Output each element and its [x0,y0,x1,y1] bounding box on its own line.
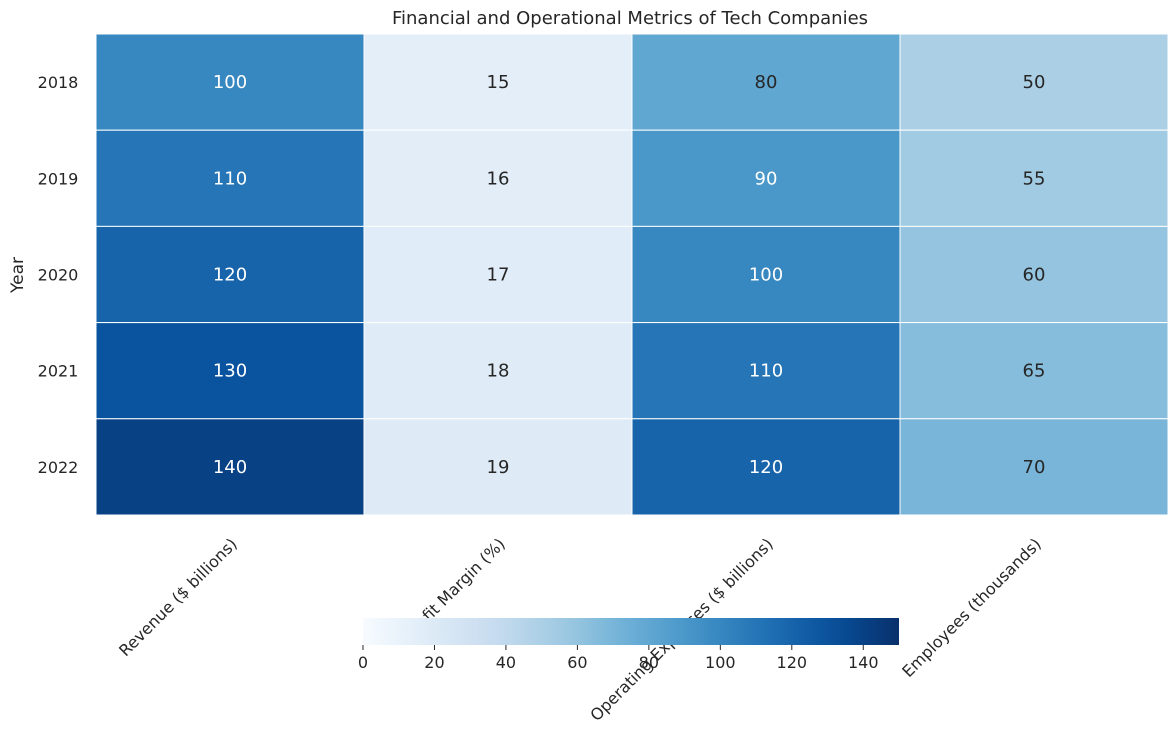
heatmap-cell [363,418,633,516]
heatmap-cell [631,418,901,516]
heatmap-cell [899,129,1169,227]
cell-value-label: 15 [487,72,510,93]
cell-value-label: 90 [755,168,778,189]
colorbar-gradient [363,618,899,645]
heatmap-cell [363,129,633,227]
chart-title: Financial and Operational Metrics of Tec… [392,8,868,29]
cell-value-label: 19 [487,457,510,478]
y-axis-label: Year [8,257,28,294]
heatmap-cell [95,322,365,420]
row-tick-labels: 2018 2019 2020 2021 2022 [38,73,79,477]
heatmap-cell [899,418,1169,516]
row-tick-label: 2020 [38,266,79,285]
column-tick-label: Employees (thousands) [898,534,1045,681]
colorbar-tick-label: 20 [424,653,444,672]
colorbar-tick-label: 120 [777,653,808,672]
cell-value-label: 16 [487,168,510,189]
row-tick-label: 2019 [38,169,79,188]
cell-value-label: 120 [749,457,783,478]
heatmap-cell [95,33,365,131]
colorbar-tick-label: 140 [848,653,879,672]
cell-value-label: 70 [1023,457,1046,478]
heatmap-cell [363,33,633,131]
row-tick-label: 2022 [38,458,79,477]
cell-value-label: 60 [1023,265,1046,286]
cell-value-label: 65 [1023,361,1046,382]
colorbar: 0 20 40 60 80 100 120 140 [358,618,899,672]
cell-value-label: 50 [1023,72,1046,93]
cell-value-label: 130 [213,361,247,382]
row-tick-label: 2021 [38,362,79,381]
cell-value-label: 120 [213,265,247,286]
cell-value-label: 110 [213,168,247,189]
heatmap-cell [631,33,901,131]
heatmap-cell [363,225,633,324]
heatmap-cell [899,322,1169,420]
cell-value-label: 18 [487,361,510,382]
cell-value-label: 110 [749,361,783,382]
colorbar-tick-label: 0 [358,653,368,672]
heatmap-cell [631,322,901,420]
colorbar-tick-label: 80 [639,653,659,672]
colorbar-tick-label: 40 [496,653,516,672]
cell-value-label: 100 [749,265,783,286]
heatmap-cell [363,322,633,420]
colorbar-tick-label: 100 [705,653,736,672]
heatmap-cell [95,418,365,516]
heatmap-cell [899,33,1169,131]
cell-value-label: 55 [1023,168,1046,189]
row-tick-label: 2018 [38,73,79,92]
heatmap-cell [899,225,1169,324]
cell-value-label: 17 [487,265,510,286]
colorbar-tick-label: 60 [567,653,587,672]
cell-value-label: 80 [755,72,778,93]
cell-value-label: 100 [213,72,247,93]
cell-value-label: 140 [213,457,247,478]
column-tick-label: Revenue ($ billions) [115,534,241,660]
heatmap-cells: 100 15 80 50 110 16 90 55 120 17 100 60 130 18 110 65 14… [95,33,1169,516]
heatmap-cell [95,129,365,227]
